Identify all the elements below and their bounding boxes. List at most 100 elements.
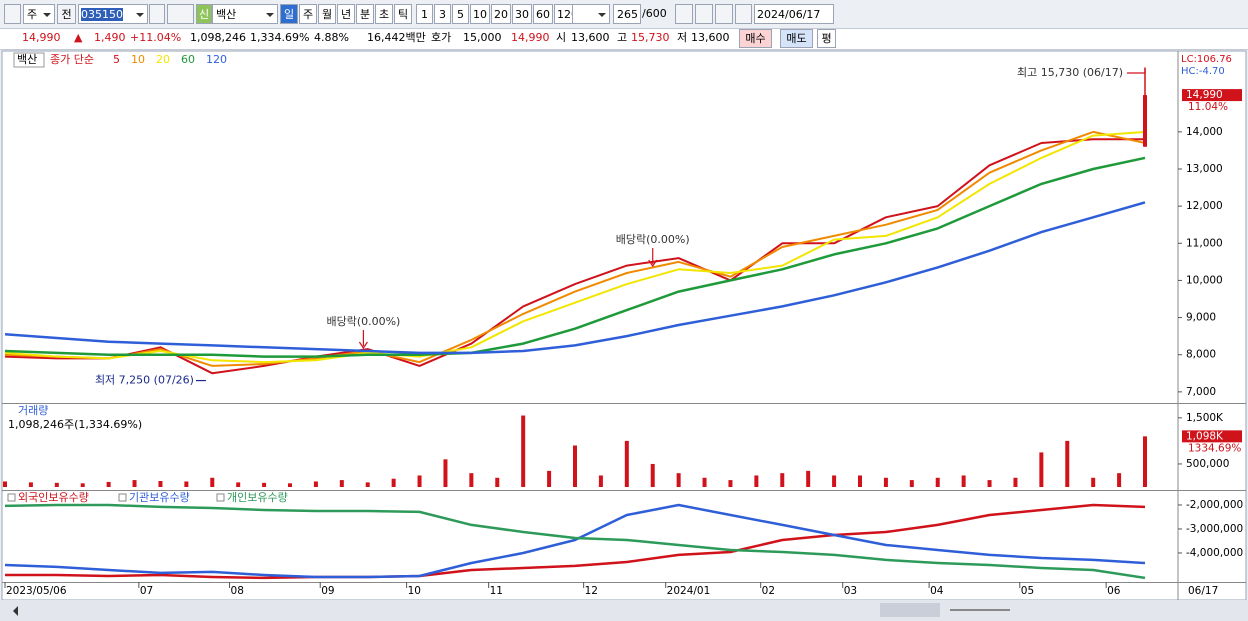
y-tick-label: 10,000	[1186, 274, 1223, 286]
y-tick-label: -2,000,000	[1186, 499, 1243, 511]
prev-button[interactable]: 전	[57, 4, 76, 24]
lc-label: LC:106.76	[1181, 54, 1232, 65]
scroll-controls[interactable]	[880, 603, 940, 617]
volume-bar	[909, 480, 914, 487]
legend-swatch	[216, 493, 225, 502]
series-line	[4, 130, 1146, 367]
period-button[interactable]: 분	[356, 4, 374, 24]
eval-button[interactable]: 평	[817, 29, 836, 48]
y-tick-label: -4,000,000	[1186, 547, 1243, 559]
y-tick-label: 13,000	[1186, 163, 1223, 175]
legend-entry: 개인보유수량	[227, 491, 288, 504]
interval-select[interactable]	[572, 4, 610, 24]
draw-icon[interactable]	[695, 4, 713, 24]
open: 13,600	[571, 31, 610, 44]
x-end-label: 06/17	[1188, 585, 1218, 597]
volume-bar	[495, 477, 500, 487]
volume-bar	[469, 473, 474, 487]
sell-button[interactable]: 매도	[780, 29, 813, 48]
y-tick-label: 500,000	[1186, 458, 1229, 470]
price-label: 14,990	[1186, 89, 1223, 101]
period-button[interactable]: 일	[280, 4, 298, 24]
volume-bar	[184, 481, 189, 487]
legend-entry: 20	[156, 53, 170, 66]
period-button[interactable]: 년	[337, 4, 355, 24]
interval-button[interactable]: 3	[434, 4, 451, 24]
x-tick-label: 05	[1021, 585, 1034, 597]
volume-bar	[806, 470, 811, 487]
scroll-left[interactable]	[8, 606, 18, 616]
volume-rate-label: 1334.69%	[1188, 442, 1241, 454]
volume-bar	[832, 475, 837, 487]
chart: 백산 종가 단순 LC:106.76 HC:-4.70 거래량 1,098,24…	[1, 50, 1247, 600]
volume-rate: 1,334.69%	[250, 31, 310, 44]
x-tick-label: 2023/05/06	[6, 585, 67, 597]
interval-button[interactable]: 60	[533, 4, 553, 24]
volume-bar	[1091, 477, 1096, 487]
volume-bar	[521, 415, 526, 487]
settings-icon[interactable]	[735, 4, 752, 24]
candle-body	[1143, 95, 1147, 147]
volume-bar	[365, 482, 370, 487]
volume-bar	[1013, 477, 1018, 487]
volume-bar	[262, 482, 267, 487]
count-input[interactable]: 265	[613, 4, 641, 24]
search-icon[interactable]	[149, 4, 165, 24]
series-line	[5, 503, 1146, 580]
legend-swatch	[118, 493, 127, 502]
price-box	[1182, 89, 1242, 102]
volume-bar	[132, 480, 137, 487]
save-icon[interactable]	[715, 4, 733, 24]
period-button[interactable]: 월	[318, 4, 336, 24]
high-label: 고	[617, 31, 628, 44]
annotation: 최저 7,250 (07/26)	[95, 374, 194, 387]
x-tick-label: 03	[844, 585, 857, 597]
interval-button[interactable]: 20	[491, 4, 511, 24]
volume-bar	[650, 463, 655, 487]
name-input[interactable]: 백산	[212, 4, 278, 24]
layout-icon[interactable]	[4, 4, 21, 24]
change-label: 11.04%	[1188, 101, 1228, 113]
period-button[interactable]: 초	[375, 4, 393, 24]
zoom-slider[interactable]	[950, 609, 1010, 611]
sound-icon[interactable]	[167, 4, 194, 24]
annotation: 배당락(0.00%)	[616, 233, 690, 246]
quote-label: 호가	[431, 31, 452, 44]
change-rate: +11.04%	[130, 31, 182, 44]
y-tick-label: 12,000	[1186, 200, 1223, 212]
legend-entry: 기관보유수량	[129, 491, 190, 504]
period-button[interactable]: 틱	[394, 4, 412, 24]
interval-button[interactable]: 5	[452, 4, 469, 24]
market-select[interactable]: 주	[23, 4, 55, 24]
period-button[interactable]: 주	[299, 4, 317, 24]
ask: 15,000	[463, 31, 502, 44]
volume-bar	[54, 482, 59, 487]
turnover: 4.88%	[314, 31, 349, 44]
y-tick-label: 7,000	[1186, 386, 1216, 398]
x-tick-label: 04	[930, 585, 944, 597]
low-label: 저	[677, 31, 688, 44]
volume-bar	[28, 482, 33, 487]
legend-entry: 외국인보유수량	[18, 491, 89, 504]
interval-button[interactable]: 1	[416, 4, 433, 24]
code-input[interactable]: 035150	[78, 4, 148, 24]
date-input[interactable]: 2024/06/17	[754, 4, 834, 24]
interval-button[interactable]: 30	[512, 4, 532, 24]
x-tick-label: 12	[585, 585, 598, 597]
candle-icon[interactable]	[675, 4, 693, 24]
volume-bar	[883, 477, 888, 487]
legend-entry: 60	[181, 53, 195, 66]
legend-swatch	[7, 493, 16, 502]
volume-bar	[961, 475, 966, 487]
buy-button[interactable]: 매수	[739, 29, 772, 48]
volume-bar	[858, 475, 862, 487]
scroll-bar[interactable]	[0, 600, 1248, 621]
interval-button[interactable]: 10	[470, 4, 490, 24]
y-tick-label: 11,000	[1186, 237, 1223, 249]
series-line	[4, 503, 1146, 579]
annotation: 배당락(0.00%)	[326, 315, 400, 328]
annotation-marker	[358, 330, 368, 350]
volume-bar	[417, 475, 422, 487]
